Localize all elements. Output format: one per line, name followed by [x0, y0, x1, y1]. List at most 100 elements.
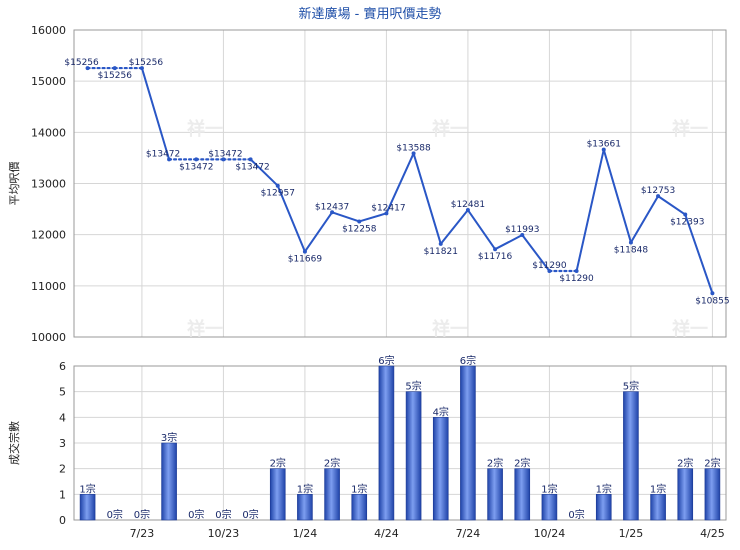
- price-point: [411, 151, 416, 156]
- volume-data-label: 1宗: [297, 482, 313, 495]
- price-data-label: $15256: [129, 58, 164, 68]
- watermark: 祥一: [187, 318, 223, 340]
- volume-data-label: 1宗: [541, 482, 557, 495]
- price-point: [384, 211, 389, 216]
- price-point: [547, 268, 552, 273]
- volume-bar: [297, 494, 313, 521]
- watermark: 祥一: [187, 118, 223, 140]
- chart-title: 新達廣場 - 實用呎價走勢: [299, 6, 442, 22]
- volume-bar: [514, 468, 531, 521]
- price-data-label: $13472: [208, 149, 242, 159]
- price-point: [601, 147, 606, 152]
- volume-y-tick-label: 5: [59, 386, 66, 399]
- price-y-axis-label: 平均呎價: [7, 162, 21, 206]
- price-point: [357, 219, 362, 224]
- price-data-label: $11669: [288, 255, 323, 265]
- volume-bar: [541, 494, 558, 521]
- volume-data-label: 0宗: [568, 508, 584, 521]
- volume-y-tick-label: 4: [59, 411, 66, 424]
- price-point: [302, 249, 307, 254]
- volume-data-label: 2宗: [270, 457, 286, 470]
- watermark: 祥一: [672, 318, 708, 340]
- volume-data-label: 3宗: [161, 431, 177, 444]
- volume-data-label: 5宗: [623, 380, 639, 393]
- volume-data-label: 0宗: [242, 508, 258, 521]
- price-point: [710, 291, 715, 296]
- price-point: [520, 233, 525, 238]
- price-data-label: $11993: [505, 225, 539, 235]
- price-data-label: $13588: [396, 143, 431, 153]
- price-line-segment: [629, 195, 660, 244]
- price-line-segment: [412, 152, 442, 245]
- price-point: [139, 66, 144, 71]
- volume-data-label: 2宗: [677, 457, 693, 470]
- price-line-segment: [358, 212, 388, 223]
- price-data-label: $12258: [342, 224, 377, 234]
- price-y-tick-label: 13000: [31, 178, 66, 191]
- volume-data-label: 2宗: [514, 457, 530, 470]
- x-tick-label: 7/23: [130, 527, 155, 540]
- price-data-label: $11290: [559, 274, 594, 284]
- price-line-segment: [385, 152, 415, 215]
- price-point: [493, 247, 498, 252]
- price-data-label: $12753: [641, 186, 675, 196]
- volume-panel: 0 1 2 3 4 5 6 7/23 10/23 1/24 4/24 7/24 10/24 1/25 4/2…: [7, 354, 727, 540]
- volume-data-label: 6宗: [378, 354, 394, 367]
- price-data-label: $15256: [64, 58, 99, 68]
- price-data-label: $12481: [451, 200, 485, 210]
- volume-data-label: 0宗: [215, 508, 231, 521]
- x-tick-label: 1/25: [619, 527, 644, 540]
- price-data-label: $11290: [532, 261, 567, 271]
- price-point: [656, 194, 661, 199]
- volume-bar: [432, 417, 449, 521]
- price-point: [194, 157, 199, 162]
- price-data-label: $15256: [98, 71, 133, 81]
- price-point: [574, 268, 579, 273]
- x-tick-label: 1/24: [293, 527, 318, 540]
- price-point: [438, 241, 443, 246]
- volume-y-tick-label: 3: [59, 437, 66, 450]
- price-data-label: $10855: [695, 296, 729, 306]
- volume-data-label: 1宗: [650, 482, 666, 495]
- price-point: [628, 240, 633, 245]
- volume-data-label: 0宗: [134, 508, 150, 521]
- price-y-tick-label: 11000: [31, 280, 66, 293]
- price-line-segment: [466, 209, 497, 251]
- volume-data-label: 0宗: [188, 508, 204, 521]
- volume-data-label: 2宗: [487, 457, 503, 470]
- volume-data-label: 1宗: [351, 482, 367, 495]
- price-point: [330, 210, 335, 215]
- volume-bar: [405, 391, 422, 521]
- volume-y-tick-label: 1: [59, 488, 66, 501]
- volume-data-label: 1宗: [79, 482, 95, 495]
- price-line-segment: [657, 195, 687, 216]
- watermark: 祥一: [432, 318, 468, 340]
- price-data-label: $11848: [614, 245, 649, 255]
- price-y-tick-label: 12000: [31, 229, 66, 242]
- volume-y-tick-label: 2: [59, 463, 66, 476]
- volume-bar: [623, 391, 639, 521]
- volume-data-label: 2宗: [324, 457, 340, 470]
- x-tick-label: 4/25: [700, 527, 725, 540]
- price-point: [221, 157, 226, 162]
- price-data-label: $12393: [670, 218, 704, 228]
- price-y-tick-label: 16000: [31, 24, 66, 37]
- volume-bar: [161, 442, 177, 521]
- volume-bar: [324, 468, 340, 521]
- price-data-label: $11716: [478, 252, 513, 262]
- price-data-label: $12957: [261, 189, 295, 199]
- watermark: 祥一: [672, 118, 708, 140]
- volume-y-axis-label: 成交宗數: [7, 421, 21, 465]
- price-data-label: $11821: [424, 247, 458, 257]
- volume-bar: [460, 365, 476, 521]
- price-point: [167, 157, 172, 162]
- price-plot-frame: [73, 29, 727, 338]
- volume-data-label: 1宗: [596, 482, 612, 495]
- x-tick-label: 7/24: [456, 527, 481, 540]
- price-line-segment: [439, 209, 469, 245]
- price-line-segment: [331, 211, 361, 223]
- price-point: [85, 66, 90, 71]
- price-line-segment: [303, 211, 334, 253]
